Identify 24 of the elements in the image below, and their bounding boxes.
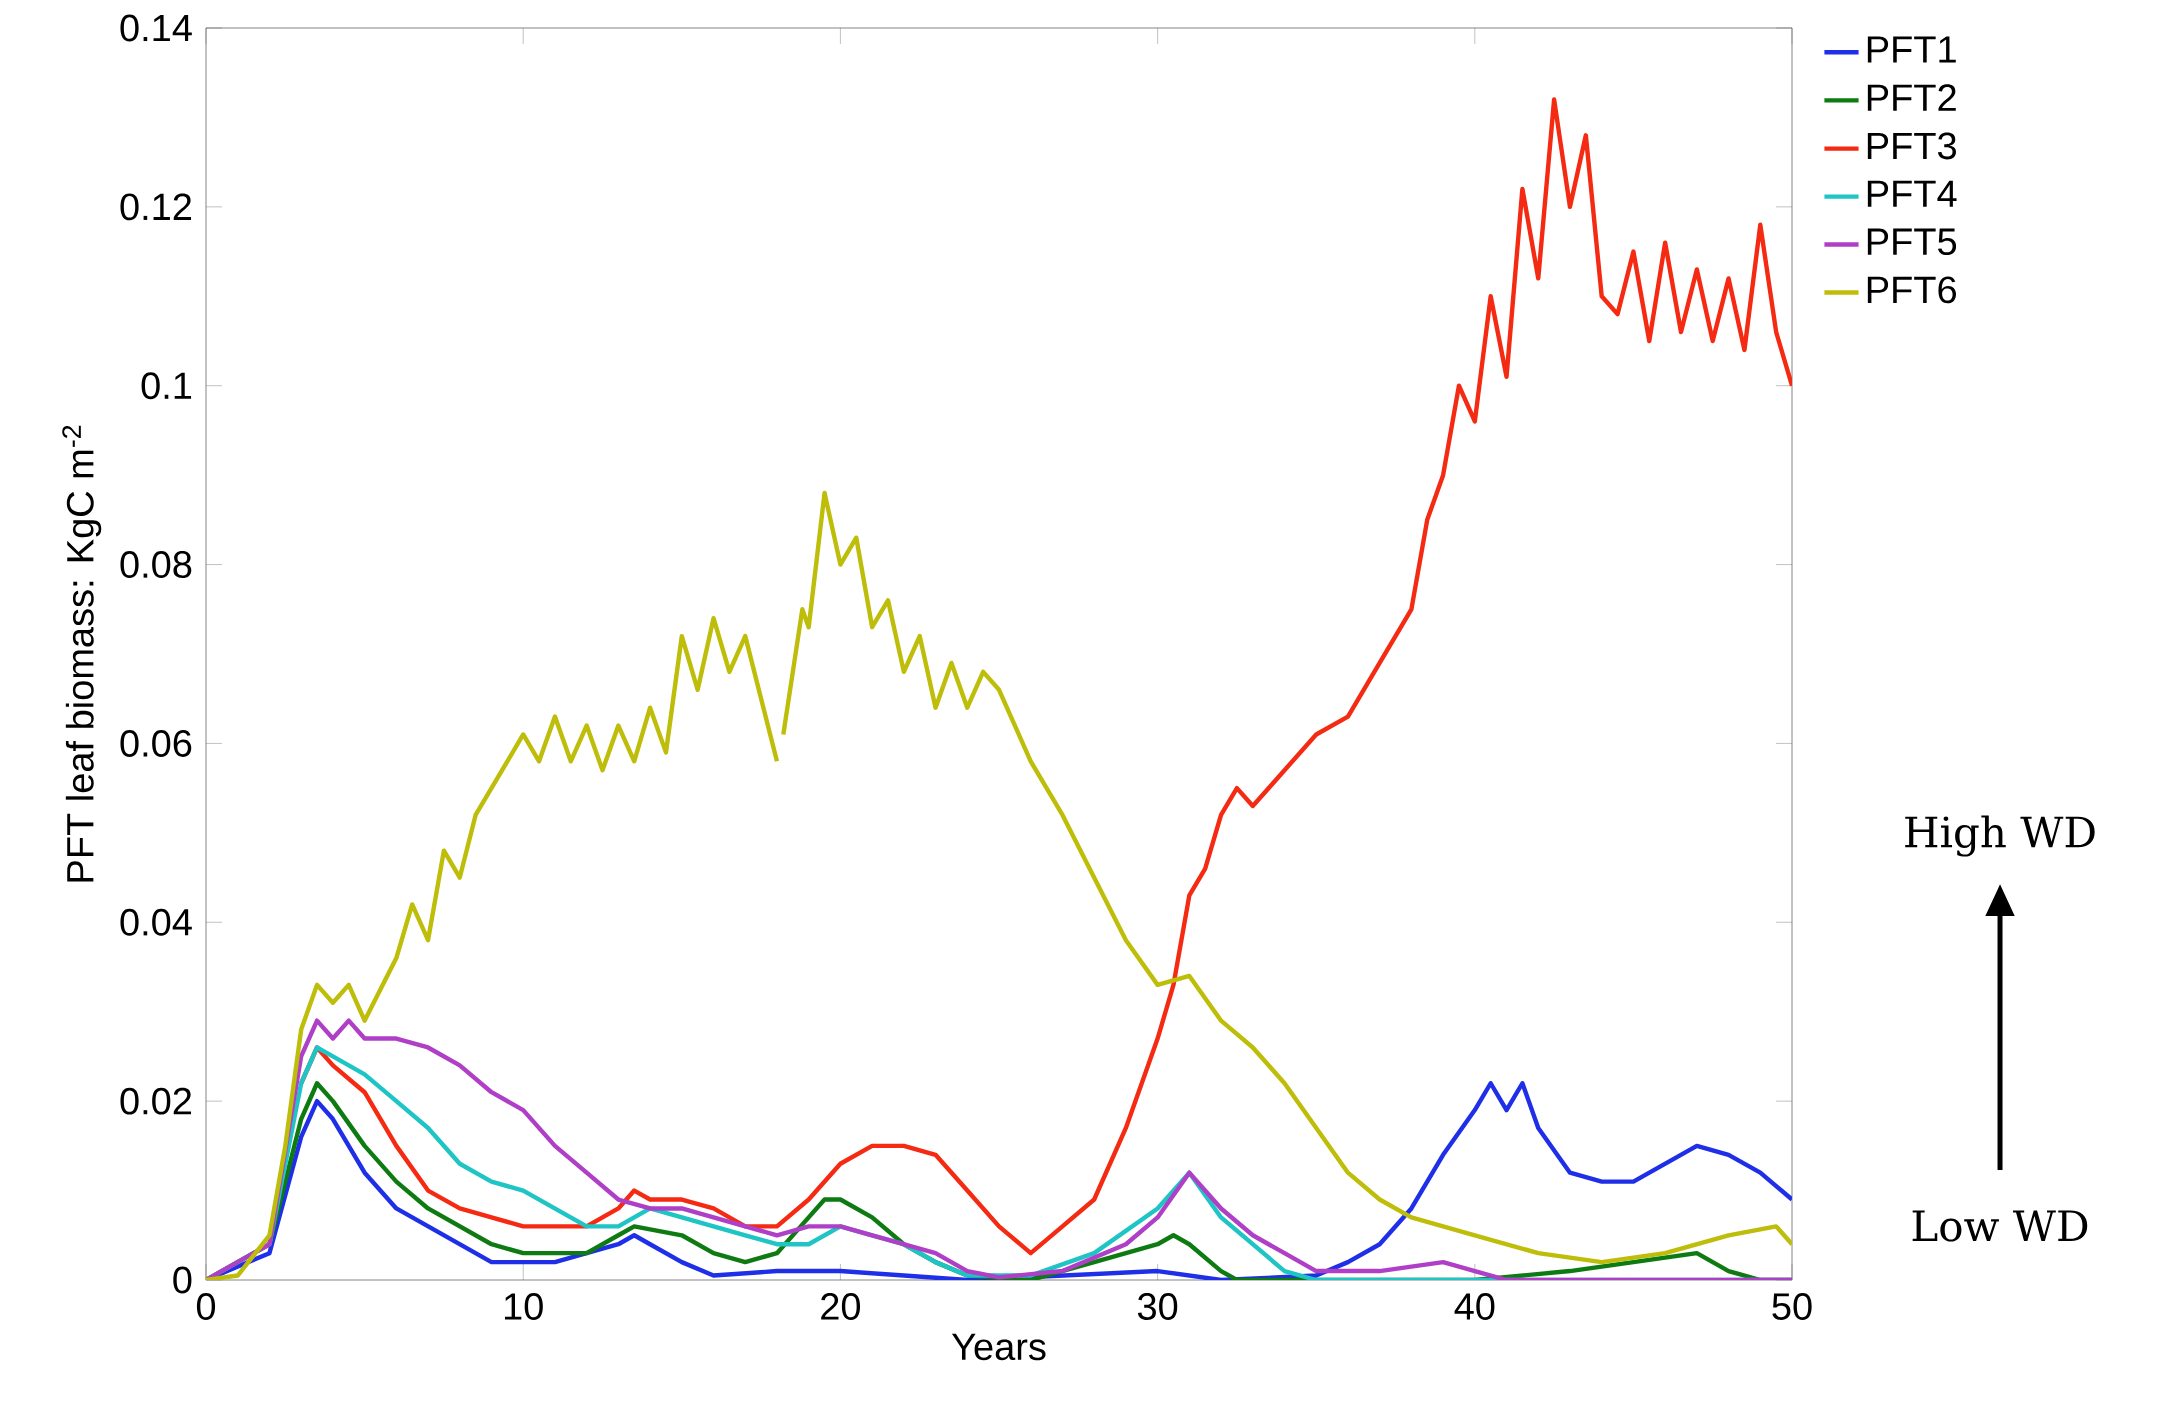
x-tick-label: 10 [504,1293,543,1320]
y-tick-label: 0.06 [120,729,192,757]
y-tick-label: 0.14 [120,14,192,42]
legend-label: PFT2 [1867,84,1956,111]
x-axis-title: Years [951,1333,1046,1361]
legend-label: PFT5 [1867,228,1957,256]
y-tick-label: 0 [173,1266,192,1294]
text: High WD [1905,815,2095,857]
y-tick-label: 0.02 [120,1087,192,1115]
x-tick-label: 20 [821,1293,861,1320]
y-tick-label: 0.1 [141,372,192,400]
y-tick-label: 0.04 [120,908,192,936]
legend-label: PFT3 [1867,132,1956,160]
x-tick-label: 40 [1454,1293,1495,1320]
legend-label: PFT1 [1867,36,1956,63]
y-tick-label: 0.12 [120,193,192,221]
x-tick-label: 50 [1772,1293,1812,1320]
y-tick-label: 0.08 [120,551,192,579]
legend-label: PFT6 [1867,276,1956,304]
x-tick-label: 0 [196,1293,216,1320]
text: Low WD [1912,1210,2088,1242]
legend-label: PFT4 [1867,180,1957,207]
x-tick-label: 30 [1137,1293,1178,1320]
y-axis-title: PFT leaf biomass: KgC m$^{-2}$ [62,425,102,882]
